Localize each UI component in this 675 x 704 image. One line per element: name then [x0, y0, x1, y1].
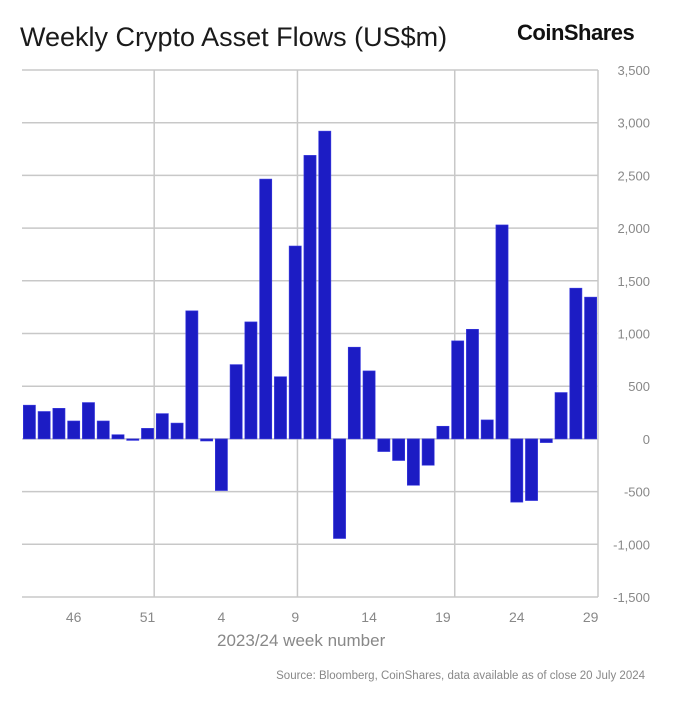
bar-week-10: [303, 155, 317, 440]
x-tick-label: 19: [435, 609, 451, 625]
bar-week-49: [111, 434, 125, 440]
bar-week-27: [554, 392, 568, 440]
bar-week-22: [480, 419, 494, 440]
y-tick-label: 1,500: [617, 274, 650, 289]
bar-week-51: [141, 428, 154, 440]
x-tick-label: 4: [217, 609, 225, 625]
y-tick-label: 2,000: [617, 221, 650, 236]
y-tick-label: 3,500: [617, 63, 650, 78]
bar-week-15: [377, 438, 391, 452]
bar-week-21: [466, 328, 479, 440]
bar-week-7: [259, 178, 273, 440]
bar-week-45: [52, 408, 66, 440]
bar-week-20: [451, 340, 465, 440]
bar-week-4: [215, 438, 228, 491]
bar-week-29: [584, 296, 597, 440]
y-tick-label: -1,000: [613, 537, 650, 552]
bar-week-28: [569, 287, 583, 440]
y-tick-label: 3,000: [617, 116, 650, 131]
y-tick-label: 500: [628, 379, 650, 394]
bar-week-3: [200, 438, 213, 442]
y-tick-label: 2,500: [617, 168, 650, 183]
bar-week-11: [318, 130, 332, 440]
x-tick-label: 51: [140, 609, 156, 625]
x-tick-label: 14: [361, 609, 377, 625]
bar-week-9: [288, 245, 302, 440]
bar-week-24: [510, 438, 524, 503]
bar-week-50: [126, 438, 140, 441]
x-tick-label: 24: [509, 609, 525, 625]
bar-week-46: [67, 420, 81, 440]
coinshares-logo: CoinShares: [517, 20, 635, 45]
bar-week-25: [525, 438, 538, 501]
bar-week-23: [495, 224, 509, 440]
bar-week-1: [170, 422, 184, 440]
bar-week-13: [347, 346, 361, 440]
x-tick-label: 46: [66, 609, 82, 625]
bar-week-19: [436, 425, 450, 440]
bar-week-52: [155, 413, 169, 440]
x-axis-label: 2023/24 week number: [217, 631, 386, 650]
bar-week-12: [333, 438, 346, 539]
bar-week-5: [229, 364, 243, 440]
bar-week-26: [539, 438, 553, 443]
x-tick-label: 9: [291, 609, 299, 625]
bar-week-47: [82, 402, 95, 440]
bar-week-2: [185, 310, 199, 440]
bar-week-18: [421, 438, 435, 466]
source-note: Source: Bloomberg, CoinShares, data avai…: [276, 670, 645, 682]
bar-week-16: [392, 438, 405, 461]
y-tick-label: -1,500: [613, 590, 650, 605]
bar-week-43: [22, 404, 36, 440]
y-tick-label: 1,000: [617, 327, 650, 342]
y-tick-label: -500: [624, 485, 650, 500]
bar-week-17: [406, 438, 420, 486]
bar-week-48: [96, 420, 110, 440]
bar-week-8: [274, 376, 287, 440]
bar-week-14: [362, 370, 376, 440]
chart-title: Weekly Crypto Asset Flows (US$m): [20, 22, 448, 52]
bar-week-44: [37, 411, 51, 440]
y-tick-label: 0: [643, 432, 650, 447]
bar-week-6: [244, 321, 258, 440]
x-tick-label: 29: [583, 609, 599, 625]
